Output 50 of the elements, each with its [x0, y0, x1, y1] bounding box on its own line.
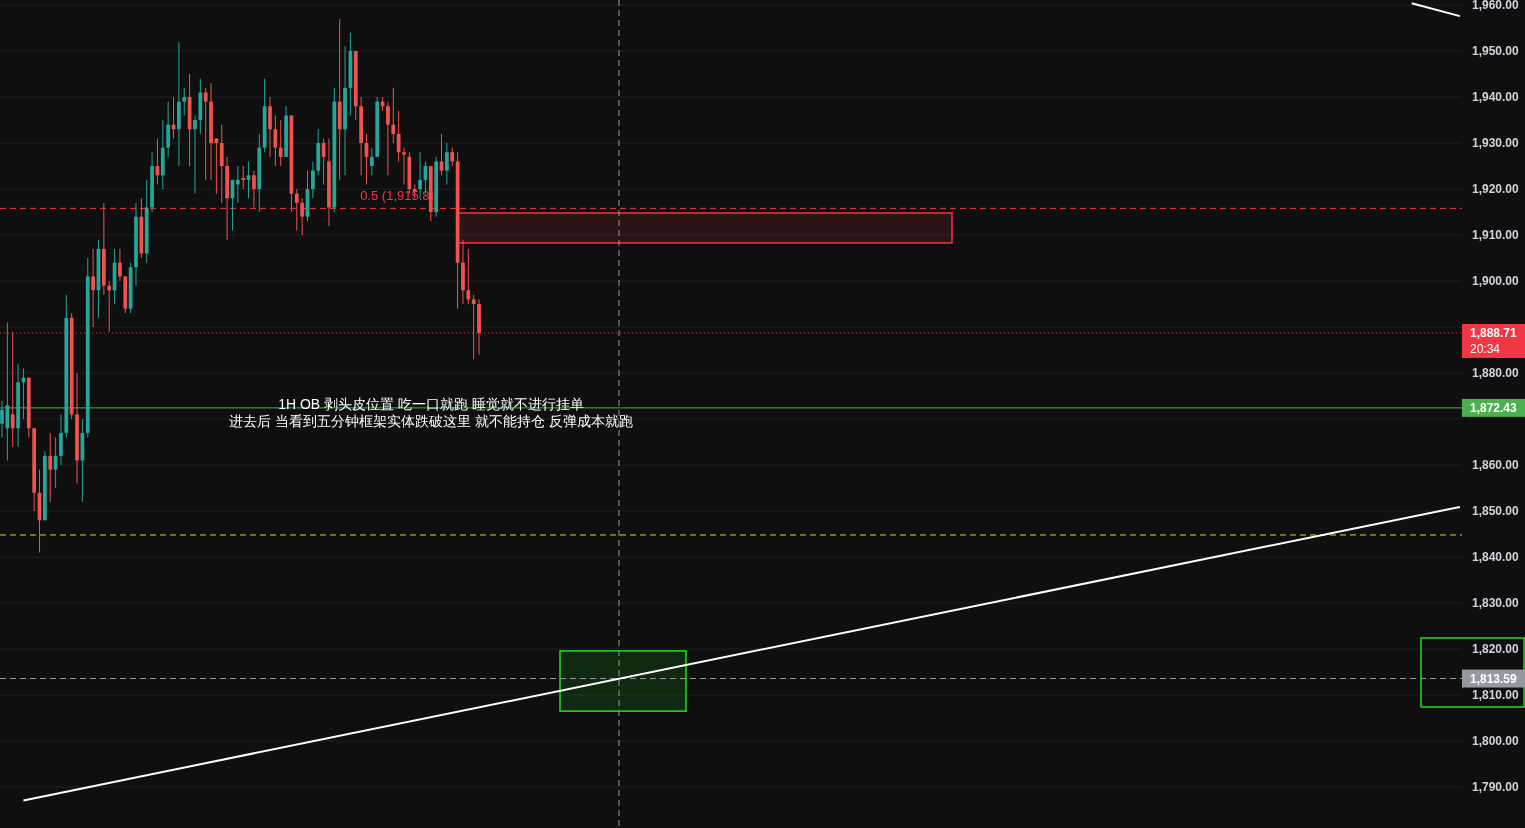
candlestick [182, 87, 187, 116]
candlestick [118, 248, 122, 282]
candlestick [48, 432, 53, 503]
y-tick-label: 1,910.00 [1472, 228, 1520, 243]
candlestick [278, 119, 283, 167]
annotation: 进去后 当看到五分钟框架实体跌破这里 就不能持仓 反弹成本就跑 [229, 413, 633, 429]
candlestick [273, 114, 278, 167]
y-tick-label: 1,830.00 [1472, 596, 1520, 611]
y-tick-label: 1,950.00 [1472, 44, 1520, 59]
candlestick [268, 96, 272, 158]
y-tick-label: 1,940.00 [1472, 90, 1520, 105]
ref-line-label: 1,872.43 [1470, 400, 1518, 415]
y-tick-label: 1,960.00 [1472, 0, 1520, 13]
y-tick-label: 1,800.00 [1472, 734, 1520, 749]
y-tick-label: 1,810.00 [1472, 688, 1520, 703]
candlestick [241, 165, 246, 190]
candlestick [107, 280, 112, 333]
candlestick [300, 197, 305, 236]
y-tick-label: 1,790.00 [1472, 780, 1520, 795]
y-tick-label: 1,850.00 [1472, 504, 1520, 519]
candlestick [252, 170, 256, 208]
candlestick [471, 294, 476, 360]
candlestick [466, 248, 471, 305]
candlestick [391, 87, 396, 144]
candlestick [235, 165, 240, 204]
candlestick [402, 147, 406, 185]
candlestick [193, 114, 197, 195]
y-tick-label: 1,860.00 [1472, 458, 1520, 473]
y-tick-label: 1,820.00 [1472, 642, 1520, 657]
candlestick [10, 331, 15, 448]
y-tick-label: 1,930.00 [1472, 136, 1520, 151]
candlestick [450, 147, 455, 167]
candlestick [91, 248, 95, 328]
candlestick [294, 188, 299, 231]
candlestick [445, 142, 449, 185]
y-tick-label: 1,900.00 [1472, 274, 1520, 289]
y-tick-label: 1,880.00 [1472, 366, 1520, 381]
ref-line-label: 1,888.71 20:34 [1470, 325, 1518, 356]
candlestick [166, 101, 171, 158]
candlestick [386, 101, 390, 176]
candlestick [59, 413, 63, 466]
candlestick [203, 87, 208, 181]
y-tick-label: 1,840.00 [1472, 550, 1520, 565]
candlestick [311, 160, 315, 199]
annotation: 1H OB 剥头皮位置 吃一口就跑 睡觉就不进行挂单 [278, 396, 584, 412]
candlestick [219, 124, 224, 204]
candlestick [396, 110, 401, 162]
y-tick-label: 1,920.00 [1472, 182, 1520, 197]
candlestick [369, 147, 374, 176]
ref-line-label: 1,813.59 [1470, 671, 1518, 686]
